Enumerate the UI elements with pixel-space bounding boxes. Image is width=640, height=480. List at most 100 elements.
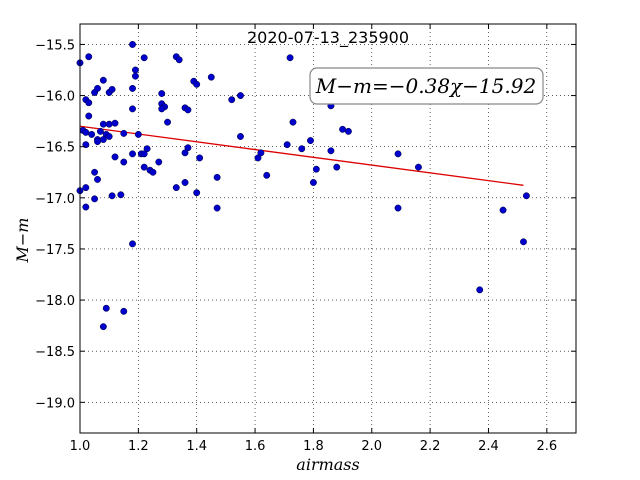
data-point bbox=[102, 304, 110, 312]
x-tick-label: 2.6 bbox=[536, 439, 557, 454]
data-point bbox=[134, 130, 142, 138]
y-tick-label: −16.0 bbox=[35, 90, 75, 105]
data-point bbox=[327, 147, 335, 155]
data-point bbox=[88, 130, 96, 138]
data-point bbox=[158, 90, 166, 97]
data-point bbox=[94, 84, 101, 92]
data-point bbox=[312, 165, 320, 173]
x-tick-label: 1.0 bbox=[70, 439, 91, 454]
data-point bbox=[344, 127, 352, 135]
data-point bbox=[129, 84, 136, 92]
fit-annotation-box: M−m=−0.38χ−15.92 bbox=[309, 67, 544, 105]
data-point bbox=[263, 171, 271, 179]
data-point bbox=[120, 307, 128, 315]
y-tick-label: −17.5 bbox=[35, 243, 75, 258]
data-point bbox=[333, 163, 341, 171]
data-point bbox=[111, 119, 119, 127]
data-point bbox=[207, 73, 215, 81]
x-tick-label: 1.4 bbox=[186, 439, 207, 454]
data-point bbox=[117, 191, 125, 199]
x-tick-label: 1.6 bbox=[245, 439, 266, 454]
data-point bbox=[213, 204, 221, 212]
data-point bbox=[522, 192, 530, 200]
data-point bbox=[175, 56, 183, 64]
data-point bbox=[120, 158, 128, 166]
fit-line-layer bbox=[79, 125, 524, 186]
data-point bbox=[309, 179, 317, 186]
fit-equation: M−m=−0.38χ−15.92 bbox=[315, 74, 536, 98]
y-tick-label: −15.5 bbox=[35, 38, 75, 53]
data-point bbox=[181, 179, 189, 186]
data-point bbox=[339, 125, 347, 133]
data-point bbox=[85, 99, 93, 107]
data-point bbox=[108, 192, 116, 200]
x-tick-label: 1.8 bbox=[303, 439, 324, 454]
data-point bbox=[82, 184, 90, 192]
data-point bbox=[129, 105, 136, 113]
chart-title: 2020-07-13_235900 bbox=[247, 28, 409, 48]
fit-line bbox=[79, 125, 524, 186]
x-tick-label: 2.2 bbox=[420, 439, 441, 454]
axis-ticks: 1.0 1.2 1.4 1.6 1.8 2.0 2.2 2.4 2.6 −15.5 −16.0 −16… bbox=[35, 24, 576, 454]
data-point bbox=[476, 286, 484, 294]
data-point bbox=[131, 66, 139, 74]
data-point bbox=[91, 168, 99, 176]
data-point bbox=[143, 145, 151, 153]
y-tick-label: −18.0 bbox=[35, 294, 75, 309]
data-point bbox=[184, 106, 192, 114]
data-point bbox=[140, 150, 148, 158]
data-point bbox=[82, 203, 90, 211]
data-point bbox=[105, 120, 113, 128]
data-point bbox=[99, 120, 107, 128]
data-point bbox=[129, 240, 136, 248]
data-point bbox=[228, 96, 236, 104]
data-point bbox=[520, 238, 527, 246]
y-tick-label: −19.0 bbox=[35, 396, 75, 411]
data-point bbox=[289, 118, 297, 126]
data-point bbox=[99, 136, 107, 143]
data-point bbox=[99, 323, 107, 331]
data-point bbox=[394, 150, 402, 158]
data-point bbox=[394, 204, 402, 212]
data-point bbox=[286, 54, 294, 62]
data-point bbox=[237, 92, 244, 100]
data-point bbox=[298, 145, 306, 153]
data-point bbox=[196, 154, 204, 162]
data-point bbox=[155, 158, 163, 166]
data-point bbox=[108, 85, 116, 93]
data-point bbox=[91, 195, 99, 203]
data-point bbox=[111, 153, 119, 161]
y-axis-label: M−m bbox=[13, 218, 32, 264]
y-tick-label: −17.0 bbox=[35, 192, 75, 207]
data-point bbox=[164, 118, 171, 126]
data-point bbox=[140, 163, 148, 171]
plot-frame bbox=[79, 23, 577, 434]
data-point bbox=[172, 184, 180, 192]
data-point bbox=[193, 80, 201, 88]
data-point bbox=[499, 206, 507, 214]
data-point bbox=[158, 105, 166, 113]
data-point bbox=[96, 127, 104, 135]
data-point bbox=[99, 76, 107, 84]
data-point bbox=[307, 137, 314, 145]
data-points bbox=[76, 41, 530, 331]
data-point bbox=[105, 133, 113, 140]
data-point bbox=[85, 112, 93, 120]
data-point bbox=[414, 163, 422, 171]
x-tick-label: 2.0 bbox=[361, 439, 382, 454]
data-point bbox=[94, 138, 101, 146]
data-point bbox=[82, 128, 90, 136]
x-axis-label: airmass bbox=[296, 455, 359, 474]
y-tick-label: −16.5 bbox=[35, 141, 75, 156]
data-point bbox=[94, 175, 101, 183]
data-point bbox=[257, 149, 265, 157]
data-point bbox=[237, 133, 244, 140]
data-point bbox=[213, 173, 221, 181]
x-tick-label: 2.4 bbox=[478, 439, 499, 454]
data-point bbox=[120, 129, 128, 137]
data-point bbox=[85, 53, 93, 61]
data-point bbox=[129, 41, 136, 48]
data-point bbox=[283, 141, 291, 149]
x-tick-label: 1.2 bbox=[128, 439, 149, 454]
